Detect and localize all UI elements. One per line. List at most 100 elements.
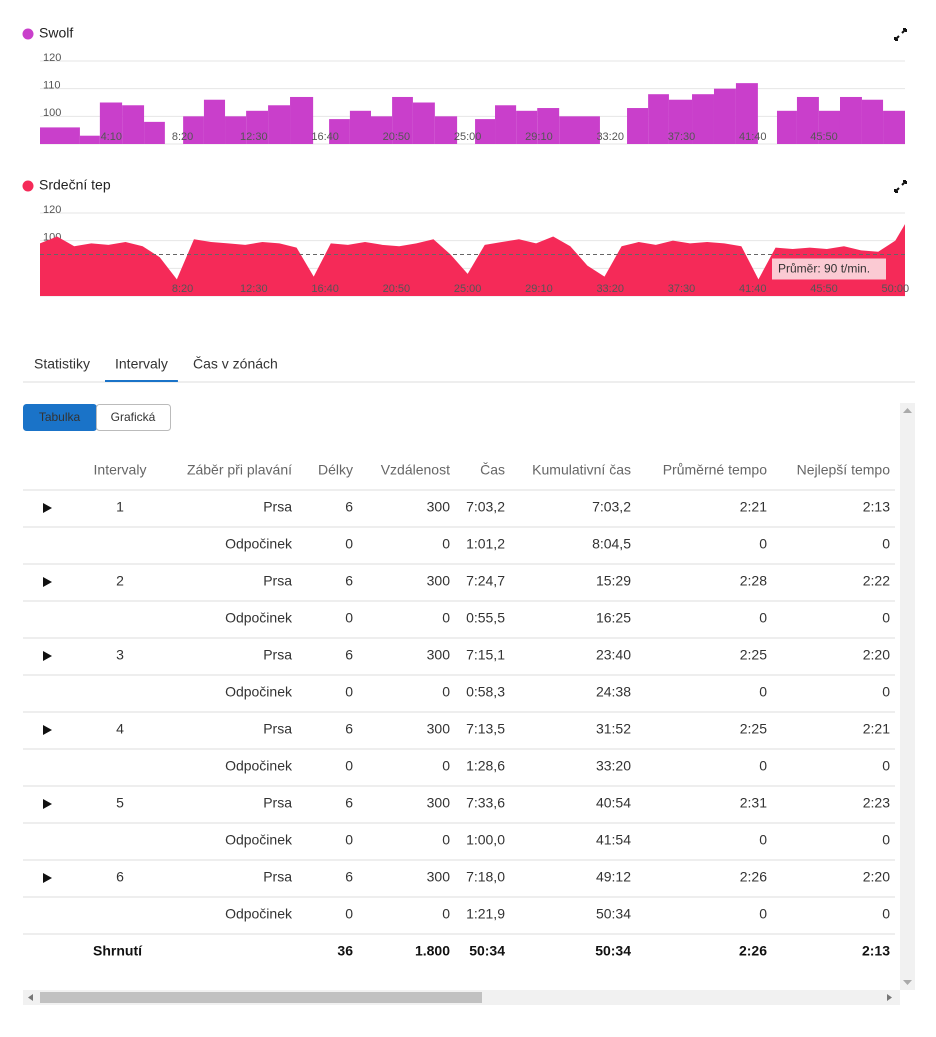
area (40, 224, 905, 296)
cell: 2:26 (740, 869, 767, 885)
x-tick-label: 41:40 (739, 131, 767, 143)
cell: 23:40 (596, 647, 631, 663)
cell: 300 (427, 721, 451, 737)
x-tick-label: 4:10 (101, 131, 122, 143)
x-tick-label: 41:40 (739, 283, 767, 295)
bar (329, 119, 350, 144)
expand-icon[interactable] (894, 180, 907, 193)
tab[interactable]: Statistiky (34, 356, 90, 372)
chart-title: Swolf (39, 25, 73, 41)
bar (412, 102, 435, 144)
summary-cell: 2:26 (739, 943, 767, 959)
bar (203, 99, 226, 144)
h-scroll-thumb[interactable] (40, 992, 482, 1003)
tab[interactable]: Intervaly (115, 356, 168, 372)
cell: Prsa (263, 647, 292, 663)
cell: 0 (442, 684, 450, 700)
chart-title: Srdeční tep (39, 177, 111, 193)
x-tick-label: 50:00 (882, 283, 910, 295)
cell: 6 (345, 869, 353, 885)
cell: 0:55,5 (466, 610, 505, 626)
expand-arrow[interactable] (43, 725, 52, 735)
average-label-bg (772, 258, 886, 280)
bar (40, 127, 80, 144)
expand-arrow[interactable] (43, 503, 52, 513)
column-header: Nejlepší tempo (797, 462, 891, 478)
expand-icon[interactable] (894, 28, 907, 41)
x-tick-label: 37:30 (668, 283, 696, 295)
cell: 0 (345, 758, 353, 774)
cell: 0 (442, 536, 450, 552)
cell: 2:21 (863, 721, 890, 737)
bar (225, 116, 247, 144)
v-scrollbar[interactable] (900, 403, 915, 990)
cell: 2:25 (740, 647, 767, 663)
cell: 1 (116, 499, 124, 515)
cell: 5 (116, 795, 124, 811)
column-header: Záběr při plavání (187, 462, 292, 478)
cell: 2:25 (740, 721, 767, 737)
bar (713, 88, 736, 144)
cell: 6 (345, 573, 353, 589)
cell: 300 (427, 647, 451, 663)
cell: 6 (345, 721, 353, 737)
bar (537, 108, 560, 144)
cell: 2:22 (863, 573, 890, 589)
x-tick-label: 45:50 (810, 283, 838, 295)
cell: 0 (882, 906, 890, 922)
cell: 6 (345, 795, 353, 811)
toggle-button[interactable] (96, 404, 171, 431)
cell: 0 (442, 832, 450, 848)
x-tick-label: 12:30 (240, 283, 268, 295)
expand-arrow[interactable] (43, 873, 52, 883)
x-tick-label: 45:50 (810, 131, 838, 143)
bar (883, 110, 905, 144)
cell: 0 (759, 906, 767, 922)
column-header: Kumulativní čas (532, 462, 631, 478)
bar (99, 102, 123, 144)
bar (475, 119, 496, 144)
tab-underline (105, 380, 178, 382)
cell: 300 (427, 573, 451, 589)
bar (516, 110, 538, 144)
cell: 1:28,6 (466, 758, 505, 774)
bar (371, 116, 393, 144)
column-header: Intervaly (94, 462, 147, 478)
cell: 2:31 (740, 795, 767, 811)
bar (559, 116, 600, 144)
expand-arrow[interactable] (43, 799, 52, 809)
x-tick-label: 37:30 (668, 131, 696, 143)
bar (648, 94, 669, 144)
cell: 1:00,0 (466, 832, 505, 848)
cell: 7:13,5 (466, 721, 505, 737)
expand-arrow[interactable] (43, 651, 52, 661)
cell: 300 (427, 869, 451, 885)
cell: Prsa (263, 869, 292, 885)
cell: Odpočinek (225, 906, 293, 922)
cell: 8:04,5 (592, 536, 631, 552)
toggle-label[interactable]: Grafická (111, 410, 156, 424)
cell: 0 (442, 758, 450, 774)
cell: 0 (442, 610, 450, 626)
cell: 40:54 (596, 795, 631, 811)
tab[interactable]: Čas v zónách (193, 356, 278, 372)
expand-arrow[interactable] (43, 577, 52, 587)
cell: 0 (882, 610, 890, 626)
toggle-label[interactable]: Tabulka (39, 410, 81, 424)
cell: 2:13 (863, 499, 890, 515)
y-tick-label: 120 (43, 52, 61, 64)
x-tick-label: 29:10 (525, 283, 553, 295)
cell: 3 (116, 647, 124, 663)
cell: 6 (345, 647, 353, 663)
x-tick-label: 20:50 (383, 131, 411, 143)
cell: 41:54 (596, 832, 631, 848)
cell: 33:20 (596, 758, 631, 774)
y-tick-label: 110 (43, 80, 61, 92)
bar (434, 116, 458, 144)
average-label: Průměr: 90 t/min. (778, 262, 870, 276)
bar (776, 110, 797, 144)
cell: 0 (345, 684, 353, 700)
x-tick-label: 16:40 (311, 131, 339, 143)
x-tick-label: 25:00 (454, 131, 482, 143)
bar (495, 105, 517, 144)
